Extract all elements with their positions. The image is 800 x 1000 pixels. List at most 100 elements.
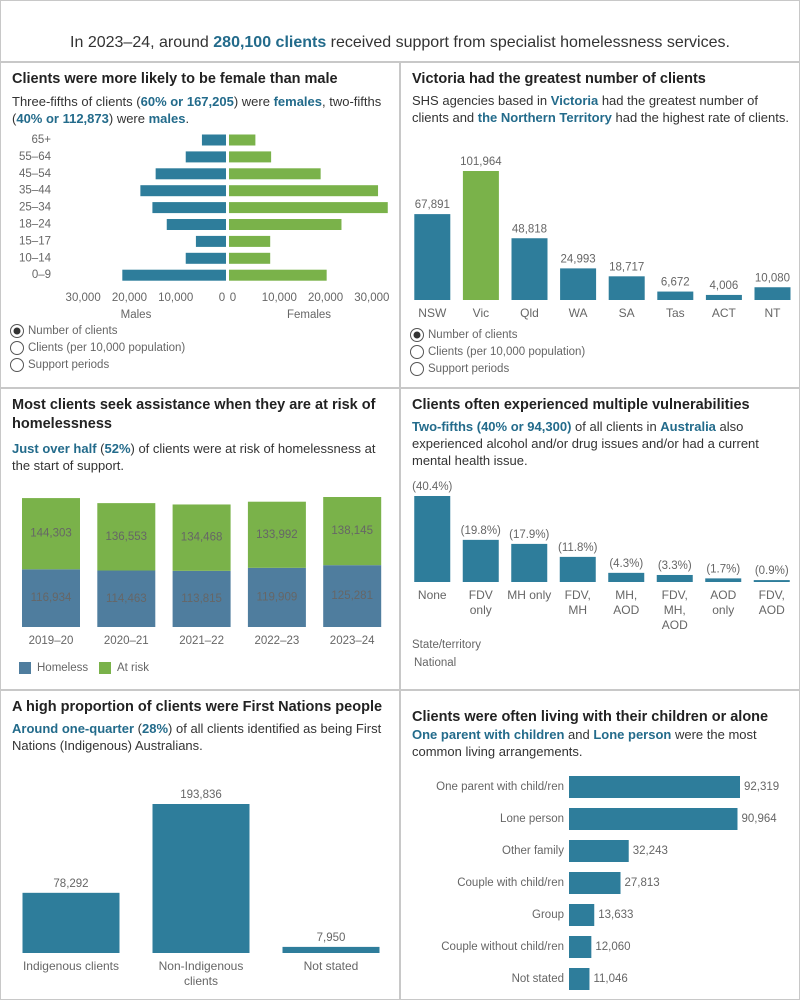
- x-tick-label: 2021–22: [179, 635, 224, 647]
- bar: [201, 134, 226, 146]
- bar: [414, 214, 451, 300]
- data-label: 7,950: [317, 932, 346, 944]
- radio-button[interactable]: [410, 362, 424, 376]
- x-tick-label: 30,000: [66, 292, 101, 304]
- x-tick-label: FDV, MH: [564, 588, 591, 617]
- bar: [185, 151, 226, 163]
- data-label: (3.3%): [658, 560, 692, 572]
- text-run: were the most common living arrangements…: [412, 727, 757, 759]
- data-label: (1.7%): [706, 563, 740, 575]
- bar: [140, 185, 226, 197]
- x-tick-label: 20,000: [112, 292, 147, 304]
- highlight-text: Around one-quarter: [12, 721, 135, 736]
- bar: [282, 946, 380, 953]
- bar: [229, 134, 256, 146]
- chart-title: Victoria had the greatest number of clie…: [412, 71, 706, 87]
- radio-label[interactable]: Support periods: [428, 363, 509, 375]
- axis-label: Males: [121, 309, 152, 321]
- data-label: 67,891: [415, 199, 450, 211]
- bar: [166, 219, 226, 230]
- highlight-text: Two-fifths (40% or 94,300): [412, 419, 572, 434]
- text-run: (: [96, 441, 105, 456]
- x-tick-label: FDV, AOD: [758, 588, 785, 617]
- bar-segment: [172, 570, 231, 627]
- text-run: ) of all clients identified as being Fir…: [12, 721, 382, 753]
- bar-segment: [97, 503, 156, 571]
- data-label: 119,909: [257, 591, 298, 603]
- highlight-text: Victoria: [550, 93, 599, 108]
- data-label: (19.8%): [461, 525, 501, 537]
- axis-label: Females: [287, 309, 331, 321]
- legend-swatch: [19, 662, 31, 674]
- y-tick-label: 18–24: [19, 219, 52, 231]
- bar: [569, 904, 595, 926]
- chart-title: Clients often experienced multiple vulne…: [412, 397, 750, 413]
- radio-selected-dot[interactable]: [13, 327, 21, 335]
- highlight-text: females: [273, 94, 322, 109]
- radio-label[interactable]: Clients (per 10,000 population): [428, 346, 585, 358]
- radio-button[interactable]: [410, 345, 424, 359]
- bar-segment: [323, 565, 382, 627]
- data-label: 92,319: [744, 781, 779, 793]
- x-tick-label: Qld: [520, 306, 539, 320]
- x-tick-label: 10,000: [158, 292, 193, 304]
- bar: [569, 776, 740, 798]
- legend-label: At risk: [117, 662, 149, 674]
- radio-label[interactable]: Number of clients: [428, 329, 518, 341]
- bar: [569, 840, 629, 862]
- chart-panel: One parent with child/ren 92,319 Lone pers…: [400, 690, 800, 1000]
- chart-panel: 116,934 144,303 2019–20 114,463 136,553 2020–…: [0, 388, 400, 690]
- chart-subtitle: Just over half (52%) of clients were at …: [12, 440, 390, 474]
- bar: [569, 936, 592, 958]
- data-label: 32,243: [633, 845, 668, 857]
- header-banner: In 2023–24, around 280,100 clients recei…: [0, 0, 800, 62]
- x-tick-label: WA: [568, 306, 588, 320]
- chart: 65+ 55–64 45–54 35–44 25–34 18–24 15–17 10–14 0–…: [10, 134, 389, 372]
- data-label: 113,815: [181, 593, 222, 605]
- bar: [705, 578, 742, 582]
- radio-label[interactable]: Clients (per 10,000 population): [28, 342, 185, 354]
- y-tick-label: 35–44: [19, 185, 52, 197]
- x-tick-label: Non-Indigenous clients: [158, 959, 244, 988]
- x-tick-label: NSW: [418, 306, 447, 320]
- data-label: 138,145: [331, 525, 373, 537]
- radio-label[interactable]: Number of clients: [28, 325, 118, 337]
- radio-button[interactable]: [10, 341, 24, 355]
- data-label: 10,080: [755, 272, 790, 284]
- text-run: and: [564, 727, 594, 742]
- radio-label[interactable]: Support periods: [28, 359, 109, 371]
- data-label: 101,964: [460, 156, 502, 168]
- y-tick-label: Group: [532, 909, 564, 921]
- bar: [753, 580, 790, 582]
- bar: [462, 171, 499, 300]
- data-label: 136,553: [106, 531, 148, 543]
- y-tick-label: 10–14: [19, 252, 52, 264]
- text-run: (: [134, 721, 143, 736]
- chart-panel: 65+ 55–64 45–54 35–44 25–34 18–24 15–17 10–14 0–…: [0, 62, 400, 388]
- data-label: 193,836: [180, 789, 222, 801]
- text-run: SHS agencies based in: [412, 93, 551, 108]
- bar: [229, 151, 272, 163]
- bar: [22, 892, 120, 953]
- x-tick-label: None: [417, 588, 447, 602]
- text-run: .: [185, 111, 190, 126]
- text-run: , two-fifths (: [12, 94, 382, 126]
- bar: [229, 202, 388, 214]
- bar-segment: [247, 501, 306, 568]
- chart-subtitle: SHS agencies based in Victoria had the g…: [412, 92, 790, 126]
- bar: [511, 238, 548, 300]
- highlight-text: the Northern Territory: [477, 110, 612, 125]
- bar: [560, 268, 597, 300]
- radio-button[interactable]: [10, 358, 24, 372]
- x-tick-label: Not stated: [303, 959, 359, 973]
- radio-selected-dot[interactable]: [413, 331, 421, 339]
- chart-panel: (40.4%) (19.8%) (17.9%) (11.8%) (4.3%) (3.3%)…: [400, 388, 800, 690]
- chart-panel: 78,292 193,836 7,950 A high proportion of c…: [0, 690, 400, 1000]
- bar: [569, 968, 590, 990]
- chart-subtitle: One parent with children and Lone person…: [412, 726, 790, 760]
- y-tick-label: Other family: [502, 845, 564, 857]
- bar: [656, 574, 693, 582]
- chart-subtitle: Around one-quarter (28%) of all clients …: [12, 720, 390, 754]
- chart: 116,934 144,303 2019–20 114,463 136,553 2020–…: [19, 497, 382, 674]
- bar: [229, 235, 271, 247]
